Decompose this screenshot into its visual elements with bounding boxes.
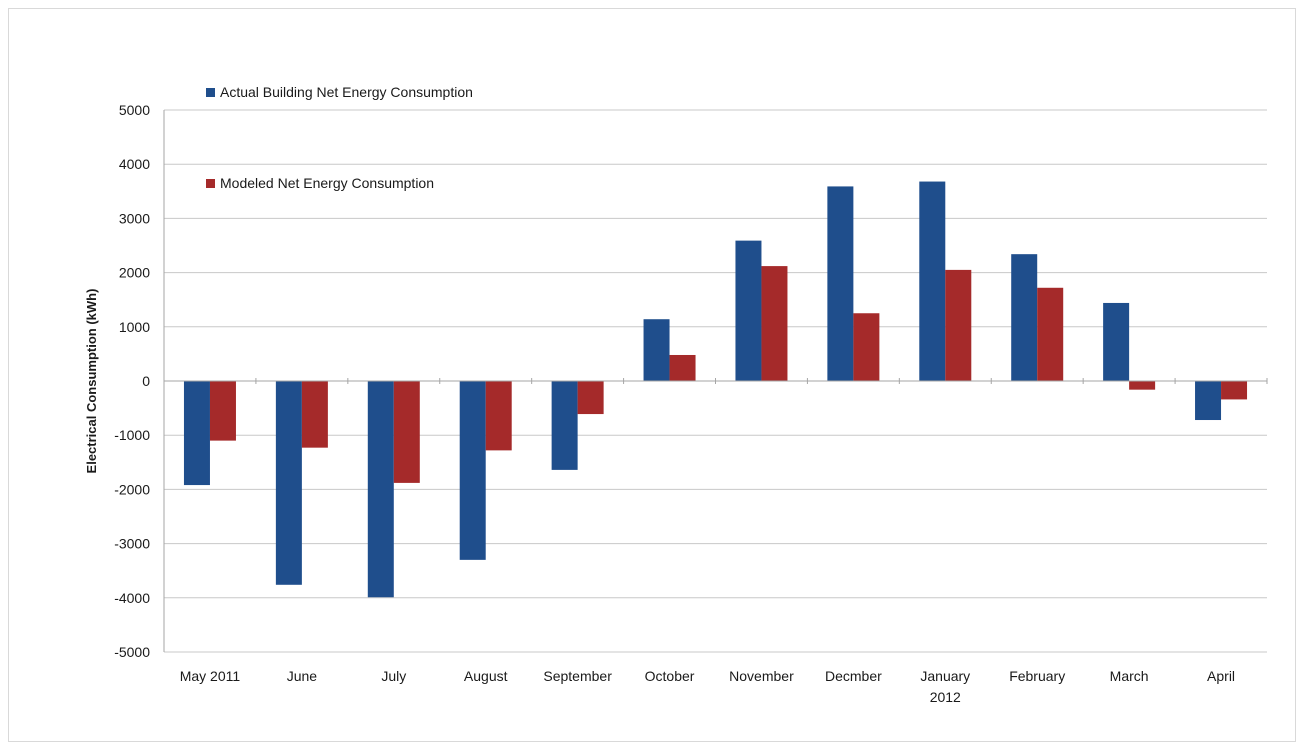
bar-actual	[275, 381, 302, 585]
bar-actual	[551, 381, 578, 470]
y-tick-label: -4000	[114, 590, 150, 606]
x-tick-label: Decmber	[825, 668, 882, 684]
x-tick-label: October	[645, 668, 695, 684]
bar-actual	[183, 381, 210, 486]
bar-modeled	[669, 354, 696, 381]
bar-actual	[1195, 381, 1222, 421]
bar-modeled	[1221, 381, 1248, 400]
y-tick-label: 5000	[119, 102, 150, 118]
y-tick-labels: 5000 4000 3000 2000 1000 0 -1000 -2000 -3000 -400…	[114, 102, 150, 660]
y-axis-title: Electrical Consumption (kWh)	[84, 289, 99, 474]
y-tick-label: 3000	[119, 210, 150, 226]
x-tick-label: August	[464, 668, 508, 684]
bar-actual	[735, 240, 762, 381]
x-tick-label: November	[729, 668, 794, 684]
legend-swatch	[206, 88, 215, 97]
x-tick-label: September	[543, 668, 612, 684]
y-tick-label: 0	[142, 373, 150, 389]
y-tick-label: -2000	[114, 481, 150, 497]
x-tick-label: January	[920, 668, 970, 684]
bar-actual	[643, 319, 670, 381]
bar-actual	[919, 181, 946, 381]
axes	[163, 110, 1268, 652]
y-tick-label: -1000	[114, 427, 150, 443]
y-tick-label: 1000	[119, 319, 150, 335]
bar-actual	[1011, 254, 1038, 381]
y-tick-label: -3000	[114, 536, 150, 552]
bars	[183, 181, 1248, 598]
bar-modeled	[1129, 381, 1156, 390]
x-tick-label: June	[287, 668, 318, 684]
bar-actual	[827, 186, 854, 381]
y-tick-label: -5000	[114, 644, 150, 660]
bar-modeled	[485, 381, 512, 451]
x-tick-label: February	[1009, 668, 1065, 684]
x-tick-label: July	[381, 668, 406, 684]
x-tick-label: May 2011	[180, 668, 241, 684]
bar-modeled	[301, 381, 328, 448]
bar-modeled	[209, 381, 236, 441]
bar-modeled	[393, 381, 420, 483]
bar-actual	[1103, 302, 1130, 381]
legend: Actual Building Net Energy Consumption Mo…	[206, 84, 473, 191]
legend-label: Actual Building Net Energy Consumption	[220, 84, 473, 100]
bar-modeled	[853, 313, 880, 381]
bar-modeled	[577, 381, 604, 415]
bar-modeled	[945, 269, 972, 381]
y-tick-label: 4000	[119, 156, 150, 172]
x-tick-label: 2012	[930, 689, 961, 705]
bar-actual	[459, 381, 486, 560]
bar-actual	[367, 381, 394, 598]
legend-swatch	[206, 179, 215, 188]
x-tick-labels: May 2011 June July August September October No…	[180, 668, 1235, 705]
x-tick-label: March	[1110, 668, 1149, 684]
legend-label: Modeled Net Energy Consumption	[220, 175, 434, 191]
bar-modeled	[761, 266, 788, 381]
bar-modeled	[1037, 287, 1064, 381]
x-tick-label: April	[1207, 668, 1235, 684]
y-tick-label: 2000	[119, 265, 150, 281]
